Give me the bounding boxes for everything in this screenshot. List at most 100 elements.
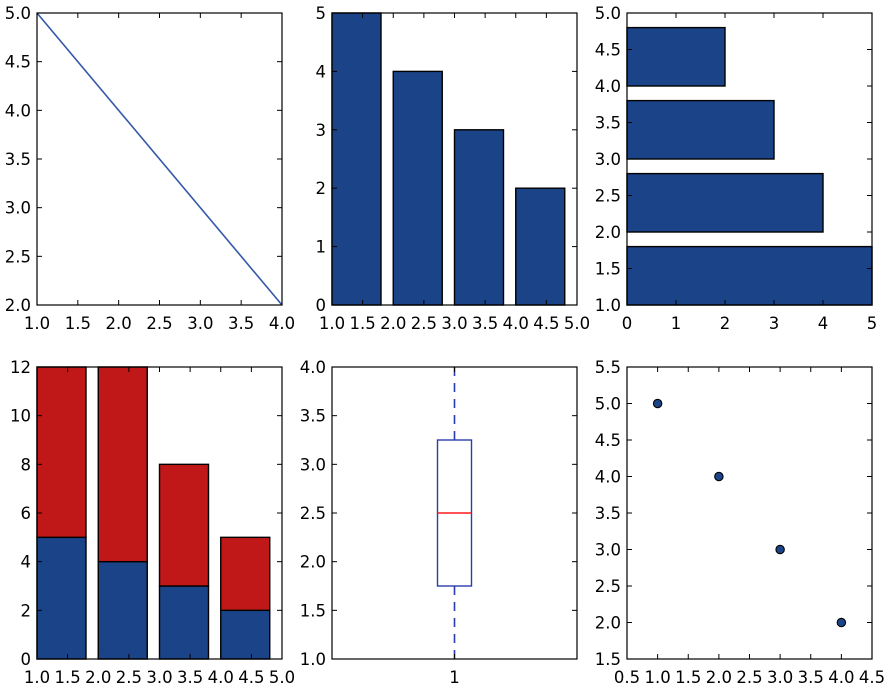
x-tick-label: 4.5 xyxy=(533,314,559,333)
bar xyxy=(453,129,505,306)
y-tick-label: 1.0 xyxy=(300,650,326,669)
x-tick-label: 1.5 xyxy=(65,314,91,333)
y-tick-label: 2 xyxy=(316,179,327,198)
y-tick-label: 2 xyxy=(21,601,32,620)
x-tick-label: 2.0 xyxy=(106,314,132,333)
axes-frame xyxy=(626,366,873,660)
y-tick-label: 4 xyxy=(316,62,327,81)
y-tick-label: 2.5 xyxy=(595,577,621,596)
y-tick-label: 2.0 xyxy=(595,614,621,633)
panel-p2: 1.0 1.5 2.0 2.5 3.0 3.5 4.0 4.5 5.0 0 1 2 3 4 5 xyxy=(316,4,591,333)
y-tick-label: 1.5 xyxy=(300,601,326,620)
x-tick-label: 3.0 xyxy=(187,314,213,333)
stacked-bar-bottom xyxy=(158,585,210,660)
x-tick-label: 4.0 xyxy=(503,314,529,333)
y-tick-label: 5 xyxy=(316,4,327,23)
bar xyxy=(515,187,566,306)
y-tick-label: 8 xyxy=(21,455,32,474)
y-tick-label: 4.5 xyxy=(595,431,621,450)
x-tick-label: 1.0 xyxy=(24,314,50,333)
y-tick-label: 3.5 xyxy=(5,150,31,169)
x-tick-label: 5.0 xyxy=(564,314,590,333)
y-tick-label: 10 xyxy=(10,407,31,426)
y-tick-label: 5.0 xyxy=(5,4,31,23)
y-tick-label: 2.5 xyxy=(595,187,621,206)
x-tick-label: 3.5 xyxy=(472,314,498,333)
y-tick-label: 4.0 xyxy=(595,468,621,487)
hbar xyxy=(626,245,873,306)
x-tick-label: 4.5 xyxy=(859,668,885,687)
x-tick-label: 1.5 xyxy=(350,314,376,333)
panel-p3: 0 1 2 3 4 5 1.0 1.5 2.0 2.5 3.0 3.5 4.0 4.5 5.0 xyxy=(595,4,878,333)
x-tick-label: 4.0 xyxy=(828,668,854,687)
x-tick-label: 2.5 xyxy=(116,668,142,687)
x-tick-label: 2.5 xyxy=(146,314,172,333)
y-tick-label: 3 xyxy=(316,121,327,140)
x-tick-label: 3.5 xyxy=(177,668,203,687)
y-tick-label: 4.5 xyxy=(595,41,621,60)
x-tick-label: 1 xyxy=(449,668,460,687)
y-tick-label: 4.5 xyxy=(5,53,31,72)
bar xyxy=(331,12,382,306)
y-tick-label: 0 xyxy=(316,296,327,315)
y-tick-label: 4.0 xyxy=(5,101,31,120)
stacked-bar-bottom xyxy=(36,536,87,660)
x-tick-label: 0 xyxy=(622,314,633,333)
y-tick-label: 4 xyxy=(21,553,32,572)
x-tick-label: 1.0 xyxy=(24,668,50,687)
x-tick-label: 2.0 xyxy=(85,668,111,687)
x-tick-label: 2.5 xyxy=(411,314,437,333)
y-tick-label: 3.5 xyxy=(300,407,326,426)
x-tick-label: 1.0 xyxy=(645,668,671,687)
x-tick-label: 2.5 xyxy=(736,668,762,687)
y-tick-label: 12 xyxy=(10,358,31,377)
y-tick-label: 3.0 xyxy=(5,199,31,218)
x-tick-label: 1.5 xyxy=(55,668,81,687)
y-tick-label: 1.0 xyxy=(595,296,621,315)
x-tick-label: 1 xyxy=(671,314,682,333)
y-tick-label: 3.0 xyxy=(300,455,326,474)
x-tick-label: 4.0 xyxy=(269,314,295,333)
y-tick-label: 5.0 xyxy=(595,4,621,23)
x-tick-label: 2 xyxy=(720,314,731,333)
panel-p5: 1 1.0 1.5 2.0 2.5 3.0 3.5 4.0 xyxy=(300,358,578,687)
scatter-point xyxy=(775,544,785,555)
panel-p1: 1.0 1.5 2.0 2.5 3.0 3.5 4.0 2.0 2.5 3.0 3.5 4.0 4.5 5… xyxy=(5,4,295,333)
x-tick-label: 3.0 xyxy=(441,314,467,333)
y-tick-label: 2.5 xyxy=(300,504,326,523)
stacked-bar-top xyxy=(220,536,271,612)
x-tick-label: 4 xyxy=(818,314,829,333)
x-tick-label: 4.5 xyxy=(238,668,264,687)
data-line xyxy=(36,12,283,306)
stacked-bar-top xyxy=(36,366,87,539)
bar xyxy=(392,70,443,306)
y-tick-label: 5.0 xyxy=(595,395,621,414)
hbar xyxy=(626,99,775,160)
x-tick-label: 2.0 xyxy=(706,668,732,687)
stacked-bar-top xyxy=(97,366,148,563)
y-tick-label: 0 xyxy=(21,650,32,669)
hbar xyxy=(626,26,726,87)
x-tick-label: 1.0 xyxy=(319,314,345,333)
y-tick-label: 3.0 xyxy=(595,541,621,560)
y-tick-label: 3.0 xyxy=(595,150,621,169)
panel-p6: 0.5 1.0 1.5 2.0 2.5 3.0 3.5 4.0 4.51.52.02.53.03… xyxy=(595,358,885,687)
x-tick-label: 0.5 xyxy=(614,668,640,687)
y-tick-label: 2.0 xyxy=(5,296,31,315)
y-tick-label: 3.5 xyxy=(595,504,621,523)
x-tick-label: 5 xyxy=(867,314,878,333)
x-tick-label: 5.0 xyxy=(269,668,295,687)
x-tick-label: 3.0 xyxy=(767,668,793,687)
panel-p4: 1.0 1.5 2.0 2.5 3.0 3.5 4.0 4.5 5.0 0 2 4 6 8 10 12 xyxy=(10,358,295,687)
y-tick-label: 4.0 xyxy=(300,358,326,377)
y-tick-label: 4.0 xyxy=(595,77,621,96)
stacked-bar-top xyxy=(158,463,210,587)
x-tick-label: 2.0 xyxy=(380,314,406,333)
y-tick-label: 1.5 xyxy=(595,260,621,279)
x-tick-label: 3 xyxy=(769,314,780,333)
y-tick-label: 3.5 xyxy=(595,114,621,133)
scatter-point xyxy=(836,617,847,628)
x-tick-label: 3.0 xyxy=(146,668,172,687)
stacked-bar-bottom xyxy=(220,609,271,660)
